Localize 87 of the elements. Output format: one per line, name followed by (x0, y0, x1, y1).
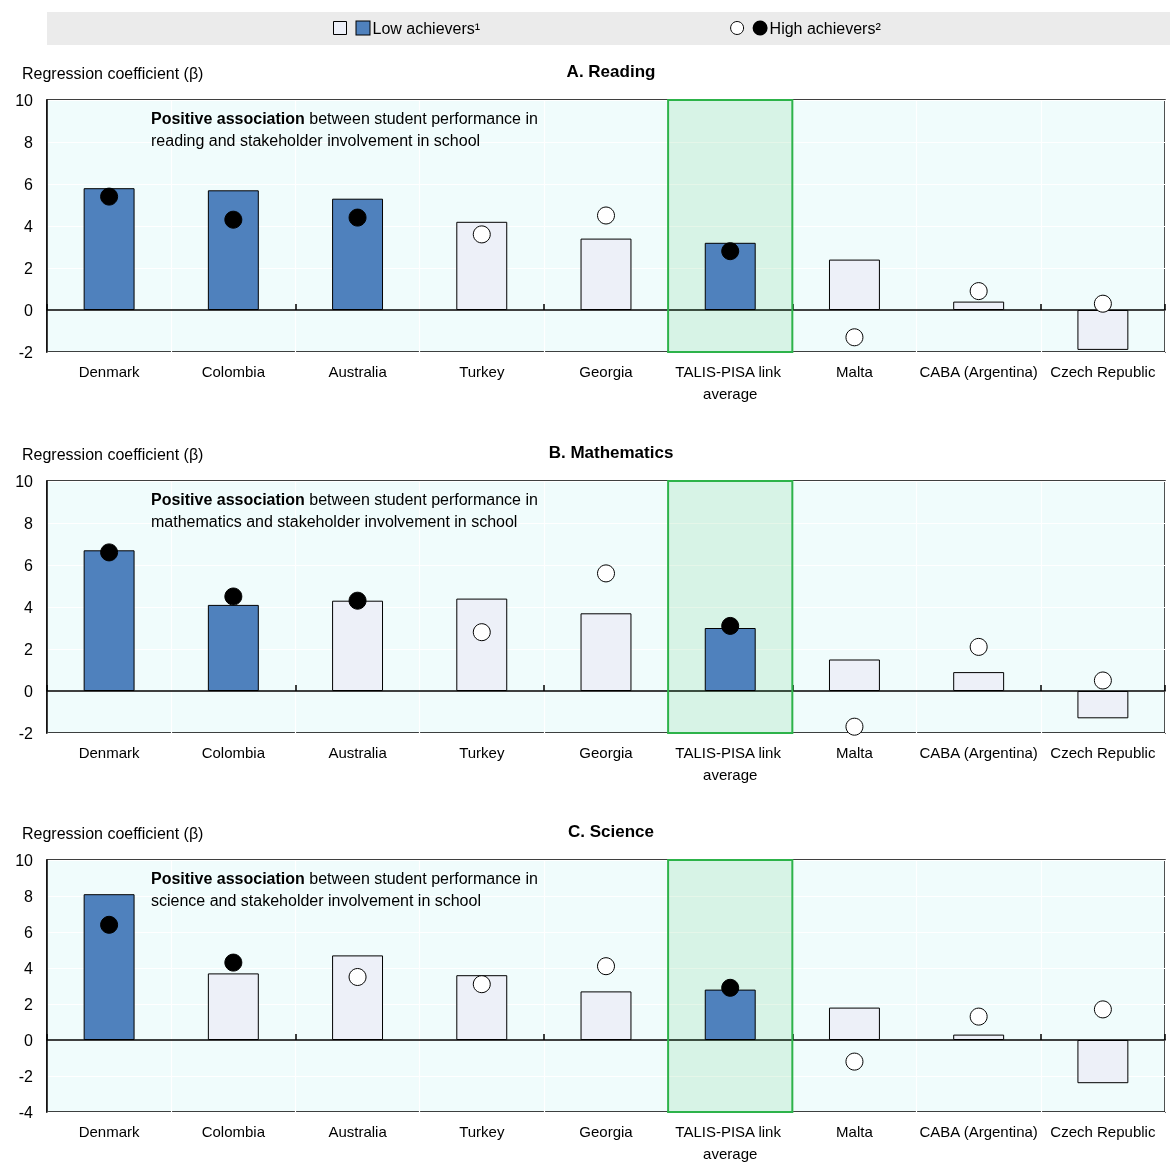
x-tick-label: Czech Republic (1050, 362, 1156, 380)
y-tick-label: 10 (15, 91, 34, 109)
y-axis-title: Regression coefficient (β) (22, 824, 204, 842)
x-tick-label: Colombia (201, 362, 266, 380)
x-tick-label: Malta (836, 743, 874, 761)
x-tick-label: TALIS-PISA link average (675, 743, 786, 783)
y-tick-label: 10 (15, 851, 34, 869)
y-tick-label: 0 (24, 301, 34, 319)
annotation: Positive association between student performance in science and stakeholder involvement in school (151, 869, 538, 909)
point (100, 915, 119, 934)
x-tick-label: Turkey (459, 1122, 505, 1140)
point (969, 1007, 988, 1026)
point (1093, 294, 1112, 313)
x-tick-label: Malta (836, 1122, 874, 1140)
x-tick-label: Malta (836, 362, 874, 380)
y-tick-label: 4 (24, 217, 34, 235)
point (224, 210, 243, 229)
x-tick-label: Australia (328, 1122, 388, 1140)
x-tick-label: Colombia (201, 743, 266, 761)
x-tick-label: Denmark (78, 362, 141, 380)
y-tick-label: -2 (18, 343, 34, 361)
y-tick-label: 6 (24, 556, 34, 574)
legend-label: Low achievers¹ (372, 19, 481, 37)
point (721, 616, 740, 635)
point (472, 225, 491, 244)
x-tick-label: Turkey (459, 362, 505, 380)
point (845, 1052, 864, 1071)
x-tick-label: Australia (328, 743, 388, 761)
y-tick-label: 2 (24, 995, 34, 1013)
chart-title: A. Reading (566, 62, 656, 81)
legend-label: High achievers² (769, 19, 882, 37)
y-tick-label: -4 (18, 1103, 34, 1121)
point (969, 637, 988, 656)
y-tick-label: 8 (24, 514, 34, 532)
y-tick-label: -2 (18, 724, 34, 742)
x-tick-label: Georgia (579, 743, 634, 761)
point (845, 717, 864, 736)
y-tick-label: 6 (24, 175, 34, 193)
y-tick-label: 2 (24, 640, 34, 658)
annotation: Positive association between student performance in reading and stakeholder involvement in school (151, 109, 538, 149)
point (224, 953, 243, 972)
x-tick-label: Australia (328, 362, 388, 380)
point (472, 975, 491, 994)
x-tick-label: Turkey (459, 743, 505, 761)
y-tick-label: 8 (24, 887, 34, 905)
x-tick-label: CABA (Argentina) (919, 743, 1038, 761)
x-tick-label: Georgia (579, 362, 634, 380)
point (224, 587, 243, 606)
x-tick-label: CABA (Argentina) (919, 362, 1038, 380)
y-tick-label: 10 (15, 472, 34, 490)
y-tick-label: 2 (24, 259, 34, 277)
point (597, 564, 615, 583)
y-axis-title: Regression coefficient (β) (22, 64, 204, 82)
y-tick-label: 0 (24, 682, 34, 700)
point (721, 242, 740, 261)
y-tick-label: 4 (24, 959, 34, 977)
point (348, 591, 367, 610)
point (1093, 1000, 1112, 1019)
point (721, 978, 740, 997)
chart-title: C. Science (568, 822, 654, 841)
y-tick-label: 4 (24, 598, 34, 616)
x-tick-label: CABA (Argentina) (919, 1122, 1038, 1140)
y-axis-title: Regression coefficient (β) (22, 445, 204, 463)
x-tick-label: Czech Republic (1050, 743, 1156, 761)
x-tick-label: Colombia (201, 1122, 266, 1140)
x-tick-label: Denmark (78, 1122, 141, 1140)
chart-title: B. Mathematics (548, 443, 674, 462)
point (100, 187, 119, 206)
point (597, 957, 615, 976)
annotation: Positive association between student performance in mathematics and stakeholder involvement in school (151, 490, 538, 530)
y-tick-label: 6 (24, 923, 34, 941)
y-tick-label: 0 (24, 1031, 34, 1049)
x-tick-label: Denmark (78, 743, 141, 761)
point (597, 206, 615, 225)
point (348, 208, 367, 227)
point (348, 968, 367, 986)
point (1093, 671, 1112, 690)
point (969, 282, 988, 301)
point (845, 328, 864, 347)
x-tick-label: TALIS-PISA link average (675, 362, 786, 402)
x-tick-label: Georgia (579, 1122, 634, 1140)
x-tick-label: TALIS-PISA link average (675, 1122, 786, 1162)
x-tick-label: Czech Republic (1050, 1122, 1156, 1140)
y-tick-label: 8 (24, 133, 34, 151)
y-tick-label: -2 (18, 1067, 34, 1085)
point (100, 543, 119, 562)
point (472, 623, 491, 642)
